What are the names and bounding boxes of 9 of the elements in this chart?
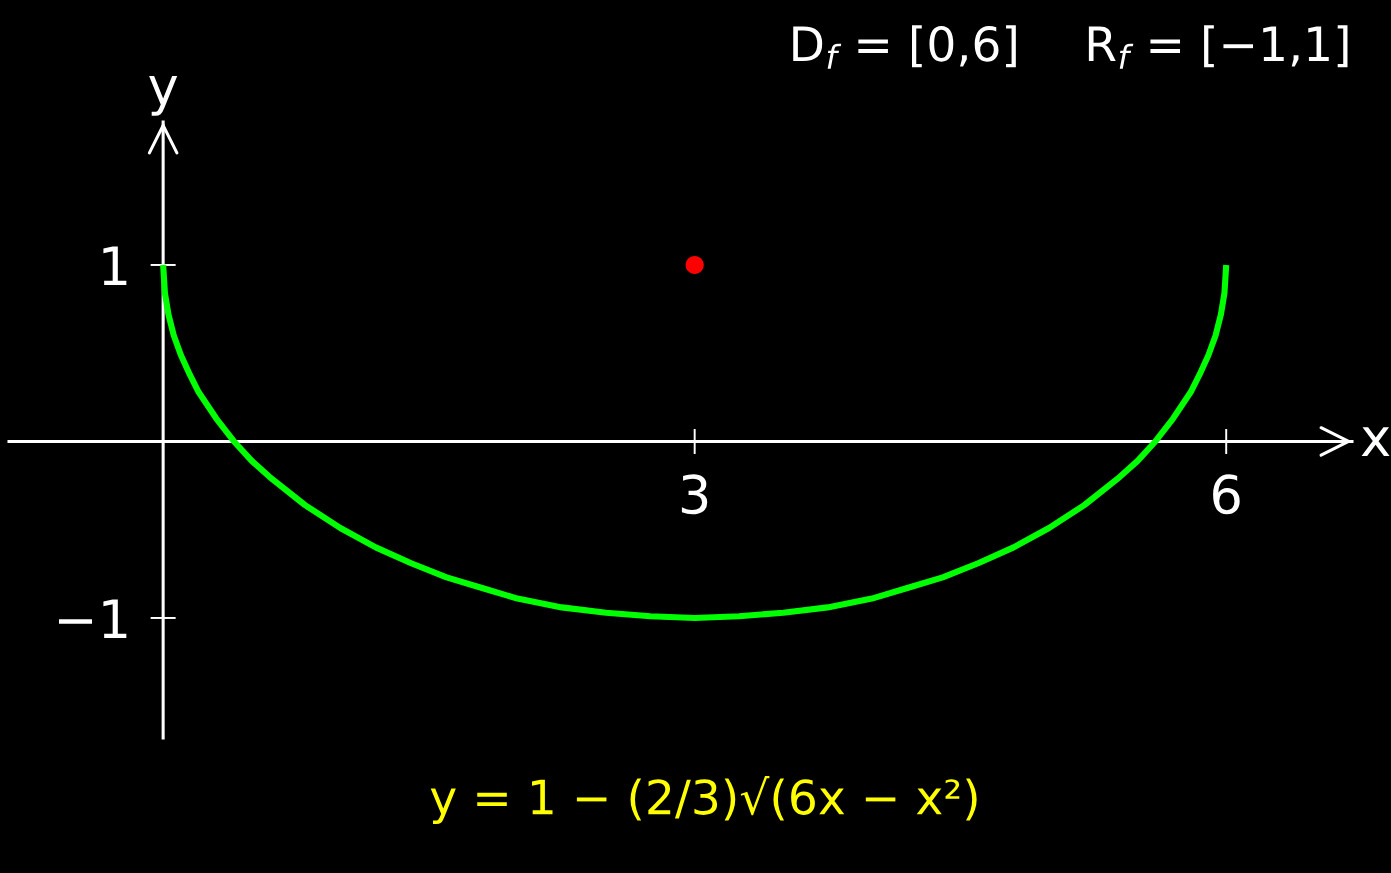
y-tick-label: 1 [103, 246, 127, 286]
text: y = 1 − (2/3)√(6x − x²) [430, 775, 977, 825]
x-tick-label: 3 [681, 474, 708, 515]
text: R$_{f}$ = [−1,1] [1088, 25, 1348, 69]
y-axis-title: y [149, 76, 178, 116]
x-axis-title: x [1361, 427, 1390, 457]
y-tick-label: −1 [58, 599, 127, 639]
text: D$_{f}$ = [0,6] [793, 25, 1016, 69]
x-tick-label: 6 [1213, 474, 1240, 515]
